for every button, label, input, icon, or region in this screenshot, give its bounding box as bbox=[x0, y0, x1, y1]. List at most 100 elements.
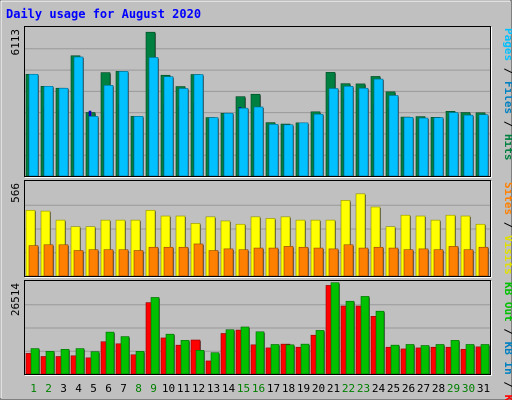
bar-middle-sites-day-22 bbox=[343, 244, 354, 277]
panel-bottom-border bbox=[24, 280, 491, 375]
series-pages bbox=[28, 56, 489, 177]
bar-bottom-kb-out-day-23 bbox=[360, 296, 370, 375]
legend-item: KB Out bbox=[502, 282, 512, 322]
bar-middle-sites-day-21 bbox=[328, 248, 339, 277]
panel-bottom-legend: KB Out / KB In / KB F bbox=[502, 282, 512, 400]
bar-top-pages-day-31 bbox=[478, 114, 489, 177]
legend-item: / bbox=[502, 114, 512, 134]
legend-item: Hits bbox=[502, 134, 512, 161]
panel-bottom: 26514 KB Out / KB In / KB F bbox=[9, 280, 512, 405]
bar-bottom-kb-out-day-14 bbox=[225, 329, 235, 375]
bar-top-pages-day-26 bbox=[403, 117, 414, 177]
bar-bottom-kb-out-day-12 bbox=[195, 350, 205, 375]
bar-bottom-kb-out-day-31 bbox=[480, 344, 490, 375]
x-tick-label-day-7: 7 bbox=[120, 382, 127, 395]
bar-bottom-kb-out-day-21 bbox=[330, 282, 340, 375]
bar-bottom-kb-out-day-17 bbox=[270, 344, 280, 375]
bar-top-pages-day-15 bbox=[238, 107, 249, 177]
bar-top-pages-day-1 bbox=[28, 73, 39, 177]
x-tick-label-day-1: 1 bbox=[30, 382, 37, 395]
bar-top-pages-day-7 bbox=[118, 71, 129, 177]
panel-middle-legend: Sites / Visits bbox=[502, 182, 512, 275]
x-tick-label-day-8: 8 bbox=[135, 382, 142, 395]
x-tick-label-day-15: 15 bbox=[237, 382, 250, 395]
x-axis-labels: 1 2 3 4 5 6 7 8 9 10 11 12 13 14 15 16 17 18 19 20 21 22 23 24 2… bbox=[30, 382, 490, 395]
x-tick-label-day-16: 16 bbox=[252, 382, 265, 395]
x-tick-label-day-29: 29 bbox=[447, 382, 460, 395]
x-tick-label-day-11: 11 bbox=[177, 382, 190, 395]
bar-top-pages-day-4 bbox=[73, 56, 84, 177]
legend-item: Sites bbox=[502, 182, 512, 215]
x-tick-label-day-4: 4 bbox=[75, 382, 82, 395]
bar-bottom-kb-out-day-3 bbox=[60, 348, 70, 375]
x-tick-label-day-30: 30 bbox=[462, 382, 475, 395]
bar-bottom-kb-out-day-6 bbox=[105, 331, 115, 375]
legend-item: / bbox=[502, 375, 512, 395]
x-tick-label-day-25: 25 bbox=[387, 382, 400, 395]
bar-bottom-kb-out-day-13 bbox=[210, 352, 220, 375]
bar-bottom-kb-out-day-29 bbox=[450, 340, 460, 375]
x-tick-label-day-23: 23 bbox=[357, 382, 370, 395]
bar-middle-sites-day-4 bbox=[73, 250, 84, 277]
x-tick-label-day-19: 19 bbox=[297, 382, 310, 395]
bar-top-pages-day-9 bbox=[148, 57, 159, 177]
bar-top-pages-day-29 bbox=[448, 112, 459, 177]
bar-middle-sites-day-30 bbox=[463, 249, 474, 277]
panel-middle-border bbox=[24, 180, 491, 277]
bar-top-pages-day-13 bbox=[208, 117, 219, 177]
bar-bottom-kb-out-day-20 bbox=[315, 330, 325, 375]
bar-bottom-kb-out-day-2 bbox=[45, 351, 55, 375]
legend-item: KB In bbox=[502, 342, 512, 375]
bar-bottom-kb-out-day-27 bbox=[420, 345, 430, 375]
bar-middle-sites-day-7 bbox=[118, 249, 129, 277]
panel-bottom-scale-label: 26514 bbox=[9, 283, 22, 316]
panel-top-border bbox=[24, 26, 491, 177]
bar-middle-sites-day-5 bbox=[88, 249, 99, 277]
bar-middle-sites-day-23 bbox=[358, 247, 369, 277]
bar-bottom-kb-out-day-10 bbox=[165, 333, 175, 375]
bar-middle-sites-day-27 bbox=[418, 248, 429, 277]
bar-bottom-kb-out-day-4 bbox=[75, 348, 85, 375]
bar-middle-sites-day-31 bbox=[478, 246, 489, 277]
x-tick-label-day-22: 22 bbox=[342, 382, 355, 395]
bar-top-pages-day-30 bbox=[463, 114, 474, 177]
x-tick-label-day-27: 27 bbox=[417, 382, 430, 395]
bar-bottom-kb-out-day-28 bbox=[435, 344, 445, 375]
x-tick-label-day-17: 17 bbox=[267, 382, 280, 395]
bar-bottom-kb-out-day-18 bbox=[285, 344, 295, 375]
bar-bottom-kb-out-day-16 bbox=[255, 331, 265, 375]
bar-bottom-kb-out-day-5 bbox=[90, 351, 100, 375]
bar-middle-sites-day-17 bbox=[268, 247, 279, 277]
series-sites bbox=[28, 243, 489, 277]
bar-top-pages-day-18 bbox=[283, 124, 294, 177]
panel-top-legend: Pages / Files / Hits bbox=[502, 28, 512, 161]
bar-middle-sites-day-28 bbox=[433, 249, 444, 277]
x-tick-label-day-6: 6 bbox=[105, 382, 112, 395]
bar-middle-sites-day-12 bbox=[193, 243, 204, 277]
legend-item: / bbox=[502, 322, 512, 342]
x-tick-label-day-24: 24 bbox=[372, 382, 386, 395]
bar-top-pages-day-28 bbox=[433, 117, 444, 177]
panel-top: 6113 Pages / Files / Hits bbox=[9, 26, 512, 178]
bar-middle-sites-day-19 bbox=[298, 246, 309, 277]
bar-middle-sites-day-24 bbox=[373, 246, 384, 277]
bar-middle-sites-day-14 bbox=[223, 248, 234, 277]
bar-middle-sites-day-20 bbox=[313, 247, 324, 277]
bar-top-pages-day-24 bbox=[373, 78, 384, 177]
bar-middle-sites-day-25 bbox=[388, 247, 399, 277]
bar-bottom-kb-out-day-15 bbox=[240, 326, 250, 375]
panel-middle: 566 Sites / Visits bbox=[9, 180, 512, 278]
x-tick-label-day-31: 31 bbox=[477, 382, 490, 395]
bar-bottom-kb-out-day-8 bbox=[135, 351, 145, 375]
bar-top-pages-day-6 bbox=[103, 85, 114, 177]
bar-top-pages-day-20 bbox=[313, 113, 324, 177]
bar-bottom-kb-out-day-26 bbox=[405, 344, 415, 375]
x-tick-label-day-26: 26 bbox=[402, 382, 415, 395]
bar-top-pages-day-27 bbox=[418, 117, 429, 177]
bar-top-pages-day-23 bbox=[358, 87, 369, 177]
bar-top-pages-day-3 bbox=[58, 87, 69, 177]
bar-bottom-kb-out-day-7 bbox=[120, 336, 130, 375]
